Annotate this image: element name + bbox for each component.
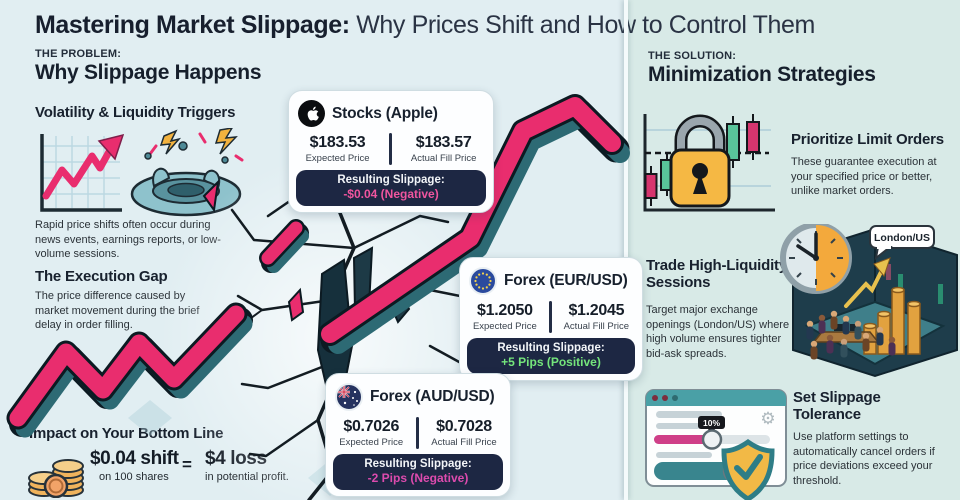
slippage-card-forex-audusd: Forex (AUD/USD) $0.7026 Expected Price $… (325, 373, 511, 497)
solution-heading: Minimization Strategies (648, 63, 876, 86)
card-title: Stocks (Apple) (332, 104, 438, 122)
slippage-value: -2 Pips (Negative) (367, 471, 469, 485)
expected-price: $1.2050 Expected Price (473, 302, 537, 332)
section-divider (624, 0, 628, 500)
slippage-footer: Resulting Slippage: -$0.04 (Negative) (296, 170, 486, 206)
expected-price-label: Expected Price (305, 153, 370, 164)
trading-session-clock-icon: London/US (780, 224, 958, 378)
shift-value: $0.04 shift (90, 448, 179, 469)
slippage-settings-panel-icon: ⚙ 10% (645, 389, 787, 500)
slippage-footer: Resulting Slippage: +5 Pips (Positive) (467, 338, 635, 374)
actual-price: $1.2045 Actual Fill Price (564, 302, 629, 332)
slippage-card-forex-eurusd: Forex (EUR/USD) $1.2050 Expected Price $… (459, 257, 643, 381)
slippage-card-stocks-apple: Stocks (Apple) $183.53 Expected Price $1… (288, 90, 494, 213)
slider-tooltip-label: 10% (703, 418, 720, 428)
limit-order-lock-icon (643, 114, 775, 212)
slippage-label: Resulting Slippage: (337, 174, 445, 186)
strategy-sessions-body: Target major exchange openings (London/U… (646, 304, 790, 360)
slippage-value: -$0.04 (Negative) (343, 187, 439, 201)
impact-heading: Impact on Your Bottom Line (29, 425, 224, 442)
actual-price-label: Actual Fill Price (563, 321, 630, 332)
apple-logo-icon (298, 100, 325, 127)
problem-kicker: THE PROBLEM: (35, 48, 122, 60)
strategy-tolerance-heading: Set Slippage Tolerance (793, 389, 881, 424)
expected-price-value: $0.7026 (343, 418, 400, 435)
gear-icon: ⚙ (760, 409, 775, 428)
volatility-heading: Volatility & Liquidity Triggers (35, 104, 236, 121)
expected-price-value: $1.2050 (477, 302, 533, 319)
strategy-limit-orders-body: These guarantee execution at your specif… (791, 156, 937, 198)
slippage-label: Resulting Slippage: (497, 342, 605, 354)
australia-flag-icon (335, 383, 363, 411)
page-title: Mastering Market Slippage: Why Prices Sh… (35, 11, 815, 40)
problem-heading: Why Slippage Happens (35, 61, 262, 84)
actual-price-label: Actual Fill Price (410, 153, 477, 164)
price-divider (388, 133, 392, 165)
execution-heading: The Execution Gap (35, 268, 168, 285)
expected-price-label: Expected Price (339, 437, 404, 448)
price-divider (415, 417, 419, 449)
coins-icon (28, 459, 84, 498)
strategy-sessions-heading: Trade High-Liquidity Sessions (646, 257, 787, 292)
price-divider (548, 301, 552, 333)
actual-price: $0.7028 Actual Fill Price (431, 418, 496, 448)
solution-kicker: THE SOLUTION: (648, 50, 737, 62)
slippage-footer: Resulting Slippage: -2 Pips (Negative) (333, 454, 503, 490)
card-title: Forex (EUR/USD) (504, 272, 628, 289)
actual-price-value: $0.7028 (436, 418, 492, 435)
expected-price: $0.7026 Expected Price (339, 418, 403, 448)
execution-body: The price difference caused by market mo… (35, 290, 200, 332)
page-title-bold: Mastering Market Slippage: (35, 11, 350, 39)
london-us-bubble-label: London/US (874, 232, 930, 244)
strategy-tolerance-body: Use platform settings to automatically c… (793, 431, 935, 487)
expected-price: $183.53 Expected Price (306, 134, 370, 164)
actual-price-value: $183.57 (415, 134, 472, 151)
actual-price: $183.57 Actual Fill Price (411, 134, 476, 164)
shift-caption: on 100 shares (99, 471, 169, 483)
rising-chart-icon (40, 133, 124, 212)
slippage-label: Resulting Slippage: (364, 458, 472, 470)
page-title-rest: Why Prices Shift and How to Control Them (349, 11, 815, 39)
eu-flag-icon (469, 267, 497, 295)
actual-price-label: Actual Fill Price (431, 437, 497, 448)
card-title: Forex (AUD/USD) (370, 388, 495, 405)
equals-sign: = (182, 455, 192, 474)
volatility-body: Rapid price shifts often occur during ne… (35, 219, 221, 261)
expected-price-value: $183.53 (309, 134, 366, 151)
liquidity-splash-icon (130, 128, 244, 217)
actual-price-value: $1.2045 (568, 302, 625, 319)
expected-price-label: Expected Price (472, 321, 537, 332)
strategy-limit-orders-heading: Prioritize Limit Orders (791, 131, 944, 148)
slippage-value: +5 Pips (Positive) (501, 355, 601, 369)
